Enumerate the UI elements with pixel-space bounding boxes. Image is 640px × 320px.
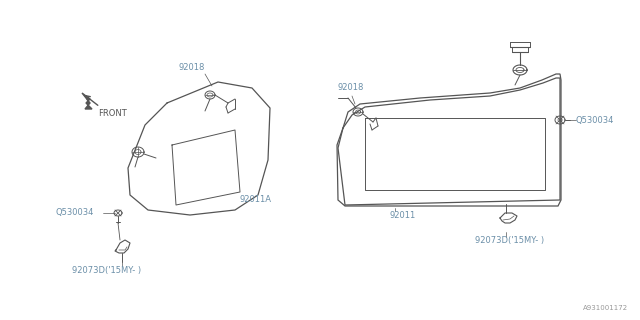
Text: A931001172: A931001172 <box>583 305 628 311</box>
Text: 92018: 92018 <box>179 63 205 73</box>
Text: 92073D('15MY- ): 92073D('15MY- ) <box>72 266 141 275</box>
Text: 92073D('15MY- ): 92073D('15MY- ) <box>475 236 544 244</box>
Text: Q530034: Q530034 <box>575 116 613 124</box>
Polygon shape <box>82 93 92 109</box>
Text: FRONT: FRONT <box>98 109 127 118</box>
Text: 92011: 92011 <box>390 211 416 220</box>
Text: 92011A: 92011A <box>240 196 272 204</box>
Text: Q530034: Q530034 <box>55 207 93 217</box>
Text: 92018: 92018 <box>338 84 364 92</box>
